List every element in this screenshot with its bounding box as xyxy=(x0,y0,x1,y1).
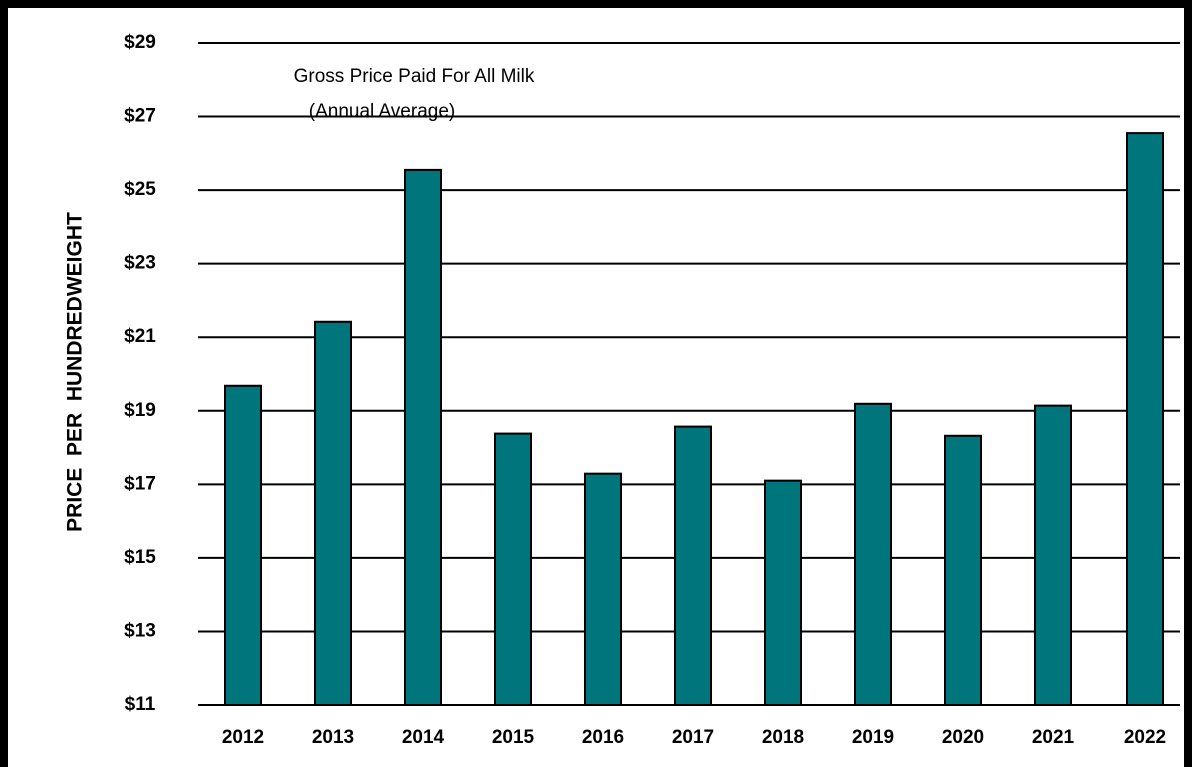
bar xyxy=(944,434,982,706)
chart-title: Gross Price Paid For All Milk xyxy=(294,66,535,87)
x-tick-label: 2014 xyxy=(402,727,445,748)
bar xyxy=(1034,404,1072,706)
y-tick-label: $19 xyxy=(124,400,156,421)
x-tick-label: 2012 xyxy=(222,727,264,748)
chart-subtitle: (Annual Average) xyxy=(309,101,455,122)
x-tick-label: 2013 xyxy=(312,727,354,748)
x-tick-label: 2022 xyxy=(1124,727,1166,748)
x-tick-label: 2020 xyxy=(942,727,984,748)
y-tick-label: $15 xyxy=(124,547,156,568)
x-tick-label: 2016 xyxy=(582,727,624,748)
y-tick-label: $27 xyxy=(124,106,156,127)
y-axis-label: PRICE PER HUNDREDWEIGHT xyxy=(64,212,87,532)
x-tick-label: 2018 xyxy=(762,727,804,748)
bar xyxy=(224,384,262,706)
bar xyxy=(674,425,712,706)
x-tick-label: 2021 xyxy=(1032,727,1075,748)
bar xyxy=(494,432,532,706)
x-tick-label: 2015 xyxy=(492,727,535,748)
bar xyxy=(854,402,892,706)
bar xyxy=(404,168,442,706)
y-tick-label: $11 xyxy=(125,694,156,715)
y-tick-label: $21 xyxy=(124,326,156,347)
y-tick-label: $13 xyxy=(124,620,156,641)
y-tick-label: $29 xyxy=(124,32,156,53)
bar xyxy=(764,479,802,706)
bar xyxy=(314,320,352,706)
bar xyxy=(1126,132,1164,707)
x-tick-label: 2017 xyxy=(672,727,714,748)
bar xyxy=(584,472,622,707)
y-tick-label: $17 xyxy=(124,473,156,494)
y-tick-label: $25 xyxy=(124,179,156,200)
y-tick-label: $23 xyxy=(124,253,156,274)
x-tick-label: 2019 xyxy=(852,727,894,748)
